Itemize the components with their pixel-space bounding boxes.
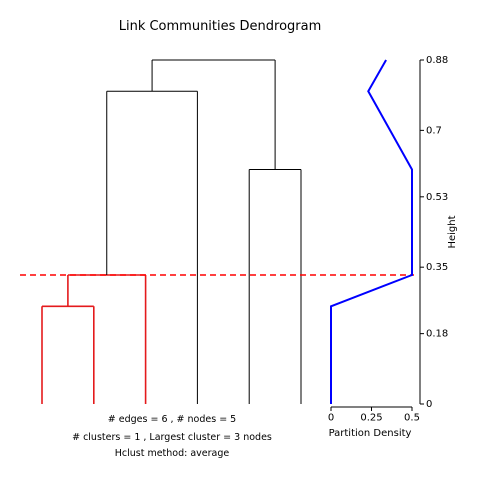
height-tick-label: 0.88 [426,55,448,66]
height-tick-label: 0 [426,399,432,410]
height-tick-label: 0.35 [426,262,448,273]
height-tick-label: 0.53 [426,192,448,203]
info-clusters: # clusters = 1 , Largest cluster = 3 nod… [72,432,272,443]
density-tick-label: 0.25 [360,412,382,423]
density-line [331,60,412,404]
density-tick-label: 0.5 [404,412,420,423]
density-tick-label: 0 [328,412,334,423]
y-axis-title: Height [447,215,458,248]
partition-density-panel: 0 0.25 0.5 [328,60,420,423]
density-axis-title: Partition Density [329,428,412,439]
dendrogram-tree [42,60,301,404]
height-axis: 0 0.18 0.35 0.53 0.7 0.88 [420,55,448,410]
height-tick-label: 0.18 [426,329,448,340]
height-tick-label: 0.7 [426,125,442,136]
info-edges-nodes: # edges = 6 , # nodes = 5 [108,414,236,425]
info-method: Hclust method: average [115,448,230,459]
chart-title: Link Communities Dendrogram [119,19,322,34]
